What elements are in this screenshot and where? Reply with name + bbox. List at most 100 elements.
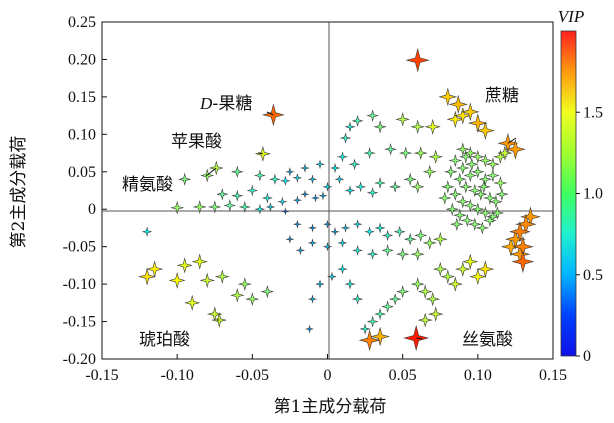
data-point-star xyxy=(403,324,430,352)
data-point-star xyxy=(509,220,531,243)
y-tick-label: -0.15 xyxy=(63,314,96,331)
data-point-star xyxy=(374,308,387,321)
data-point-star xyxy=(308,223,317,233)
data-point-star xyxy=(374,177,386,188)
annotation-label: 丝氨酸 xyxy=(462,330,513,350)
colorbar xyxy=(560,30,577,357)
data-point-star xyxy=(393,225,406,238)
data-point-star xyxy=(410,119,425,135)
annotation-leader-line xyxy=(205,167,217,177)
data-point-star xyxy=(363,147,376,160)
data-point-star xyxy=(505,138,526,160)
x-tick-label: 0.15 xyxy=(539,367,567,384)
annotation-leader-line xyxy=(416,337,423,340)
data-point-star xyxy=(448,94,468,115)
data-point-star xyxy=(475,121,495,140)
data-point-star xyxy=(478,206,493,220)
data-point-star xyxy=(465,157,479,172)
data-point-star xyxy=(381,244,394,257)
data-point-star xyxy=(459,150,473,164)
data-point-star xyxy=(445,202,460,216)
data-point-star xyxy=(428,149,444,165)
data-point-star xyxy=(337,151,348,163)
data-point-star xyxy=(470,149,485,164)
data-point-star xyxy=(399,146,413,160)
colorbar-tick-label: 0 xyxy=(583,348,591,365)
data-point-star xyxy=(463,146,478,160)
data-point-star xyxy=(269,173,281,185)
data-point-star xyxy=(463,198,478,213)
data-point-star xyxy=(168,271,186,289)
annotation-label: D-果糖 xyxy=(199,94,252,114)
data-point-star xyxy=(358,329,381,352)
y-tick-label: 0 xyxy=(88,201,96,218)
x-axis-ticks: -0.15 -0.10 -0.05 0 0.05 0.10 0.15 xyxy=(85,354,567,384)
data-point-star xyxy=(389,181,401,192)
data-point-star xyxy=(366,109,379,122)
data-point-star xyxy=(281,207,290,215)
data-point-star xyxy=(364,226,375,237)
data-point-star xyxy=(307,294,318,304)
data-point-star xyxy=(413,146,428,160)
annotation-label: 琥珀酸 xyxy=(139,330,190,350)
data-point-star xyxy=(238,200,251,213)
y-tick-label: 0.10 xyxy=(68,126,96,143)
data-point-star xyxy=(483,213,497,228)
data-point-star xyxy=(141,226,153,237)
data-point-star xyxy=(322,241,333,252)
data-point-star xyxy=(417,312,433,328)
data-point-star xyxy=(285,167,295,177)
data-point-star xyxy=(495,187,509,201)
data-point-star xyxy=(424,118,441,135)
data-point-star xyxy=(339,132,352,144)
data-point-star xyxy=(253,169,266,182)
data-point-star xyxy=(359,323,371,335)
data-point-star xyxy=(217,187,229,201)
data-point-star xyxy=(330,227,340,237)
data-point-star xyxy=(351,293,364,305)
data-point-star xyxy=(316,160,325,170)
data-point-star xyxy=(460,213,475,228)
data-point-star xyxy=(315,279,325,289)
data-point-star xyxy=(463,168,478,183)
data-point-star xyxy=(374,222,386,234)
data-point-star xyxy=(460,102,480,122)
data-point-star xyxy=(462,253,479,270)
x-axis-title: 第1主成分载荷 xyxy=(274,397,387,417)
colorbar-tick-labels: 0 0.5 1.0 1.5 xyxy=(576,104,603,365)
data-point-star xyxy=(403,232,417,246)
data-point-star xyxy=(184,294,201,311)
data-point-star xyxy=(266,203,276,212)
data-point-star xyxy=(448,187,463,201)
data-point-star xyxy=(478,172,493,187)
data-point-star xyxy=(493,149,508,165)
data-point-star xyxy=(230,288,245,303)
y-tick-label: -0.20 xyxy=(63,351,96,368)
data-point-star xyxy=(395,112,410,127)
data-point-star xyxy=(476,260,495,279)
data-point-star xyxy=(208,200,222,214)
y-tick-label: 0.20 xyxy=(68,51,96,68)
data-point-star xyxy=(493,176,508,190)
annotation-label: 蔗糖 xyxy=(485,86,519,106)
x-tick-label: -0.15 xyxy=(85,367,118,384)
data-point-star xyxy=(246,184,259,197)
data-point-star xyxy=(441,180,455,194)
data-point-star xyxy=(448,153,463,168)
data-point-star xyxy=(348,158,361,171)
data-point-star xyxy=(305,324,314,334)
data-point-star xyxy=(344,278,356,290)
data-point-star xyxy=(337,237,347,247)
y-tick-label: 0.15 xyxy=(68,89,96,106)
data-point-star xyxy=(199,272,215,289)
data-point-star xyxy=(344,185,356,196)
data-point-star xyxy=(381,300,394,313)
data-point-star xyxy=(396,247,410,261)
data-point-star xyxy=(254,203,266,215)
data-point-star xyxy=(280,175,291,186)
data-point-star xyxy=(403,172,417,186)
colorbar-tick-label: 0.5 xyxy=(583,267,603,284)
x-tick-label: 0.05 xyxy=(389,367,417,384)
data-point-star xyxy=(490,206,505,220)
